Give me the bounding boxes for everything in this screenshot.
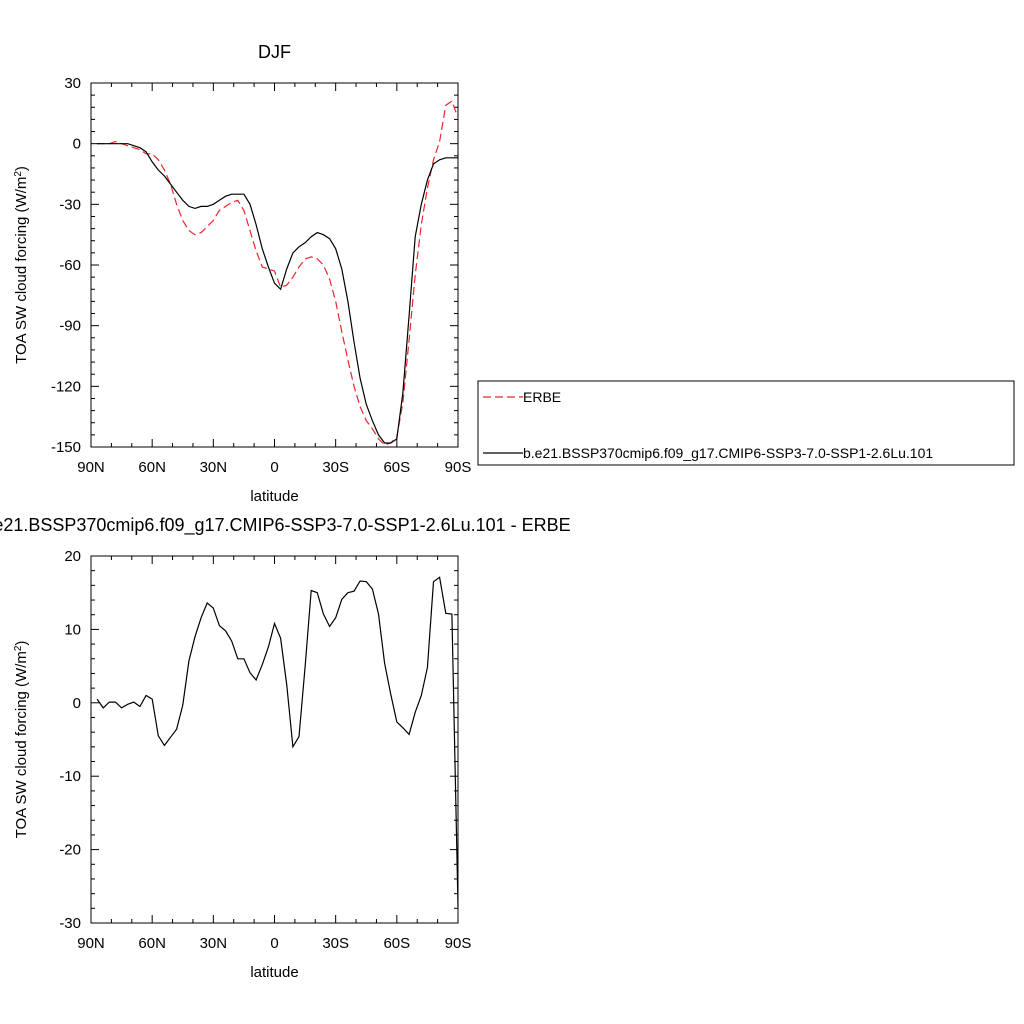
x-tick-label: 60S <box>383 935 410 952</box>
top-chart-y-axis-label-close: ) <box>13 166 30 171</box>
x-tick-label: 30S <box>322 935 349 952</box>
legend-entry-erbe: ERBE <box>523 389 561 405</box>
top-chart-panel: DJF 90N 60N 30N 0 30S 60S 90S 30 0 -30 -60 -90 -120 -… <box>13 42 472 505</box>
x-tick-label: 90S <box>445 459 472 476</box>
top-chart-series-lines <box>97 100 459 446</box>
x-tick-label: 60N <box>138 935 166 952</box>
y-tick-label: -20 <box>59 842 81 859</box>
bottom-chart-series-lines <box>96 576 459 907</box>
top-chart-ticks: 90N 60N 30N 0 30S 60S 90S 30 0 -30 -60 -90 -120 -150 <box>51 75 471 476</box>
y-tick-label: 10 <box>64 621 81 638</box>
x-tick-label: 30N <box>200 935 228 952</box>
bottom-chart-y-axis-label-main: TOA SW cloud forcing (W/m <box>13 651 30 838</box>
top-chart-y-axis-label: TOA SW cloud forcing (W/m2) <box>13 166 31 364</box>
top-chart-x-axis-label: latitude <box>250 488 298 505</box>
bottom-chart-y-axis-label-superscript: 2 <box>13 645 24 651</box>
top-chart-y-axis-label-superscript: 2 <box>13 171 24 177</box>
bottom-chart-title: b.e21.BSSP370cmip6.f09_g17.CMIP6-SSP3-7.… <box>0 515 571 536</box>
legend-box <box>477 380 1015 466</box>
bottom-chart-y-axis-label: TOA SW cloud forcing (W/m2) <box>13 641 31 839</box>
bottom-chart-y-axis-label-close: ) <box>13 641 30 646</box>
y-tick-label: -60 <box>59 257 81 274</box>
x-tick-label: 90N <box>77 459 105 476</box>
difference-series-line <box>96 576 459 907</box>
bottom-chart-ticks: 90N 60N 30N 0 30S 60S 90S 20 10 0 -10 -20 -30 <box>59 548 471 952</box>
x-tick-label: 90N <box>77 935 105 952</box>
x-tick-label: 0 <box>270 935 278 952</box>
bottom-chart-x-axis-label: latitude <box>250 964 298 981</box>
y-tick-label: 0 <box>73 695 81 712</box>
bottom-chart-panel: b.e21.BSSP370cmip6.f09_g17.CMIP6-SSP3-7.… <box>0 515 571 981</box>
y-tick-label: 30 <box>64 75 81 92</box>
top-chart-y-axis-label-main: TOA SW cloud forcing (W/m <box>13 177 30 364</box>
bottom-chart-plot-frame <box>90 555 459 924</box>
erbe-series-line <box>97 100 459 446</box>
y-tick-label: -30 <box>59 915 81 932</box>
y-tick-label: -10 <box>59 768 81 785</box>
top-chart-legend: ERBE b.e21.BSSP370cmip6.f09_g17.CMIP6-SS… <box>477 380 1015 466</box>
y-tick-label: 0 <box>73 136 81 153</box>
legend-entry-model: b.e21.BSSP370cmip6.f09_g17.CMIP6-SSP3-7.… <box>523 445 933 461</box>
y-tick-label: -120 <box>51 378 81 395</box>
model-series-line <box>97 143 458 444</box>
x-tick-label: 0 <box>270 459 278 476</box>
top-chart-title: DJF <box>258 42 291 62</box>
x-tick-label: 60S <box>383 459 410 476</box>
x-tick-label: 60N <box>138 459 166 476</box>
x-tick-label: 30S <box>322 459 349 476</box>
y-tick-label: -30 <box>59 196 81 213</box>
y-tick-label: -90 <box>59 318 81 335</box>
x-tick-label: 90S <box>445 935 472 952</box>
y-tick-label: -150 <box>51 439 81 456</box>
x-tick-label: 30N <box>200 459 228 476</box>
y-tick-label: 20 <box>64 548 81 565</box>
